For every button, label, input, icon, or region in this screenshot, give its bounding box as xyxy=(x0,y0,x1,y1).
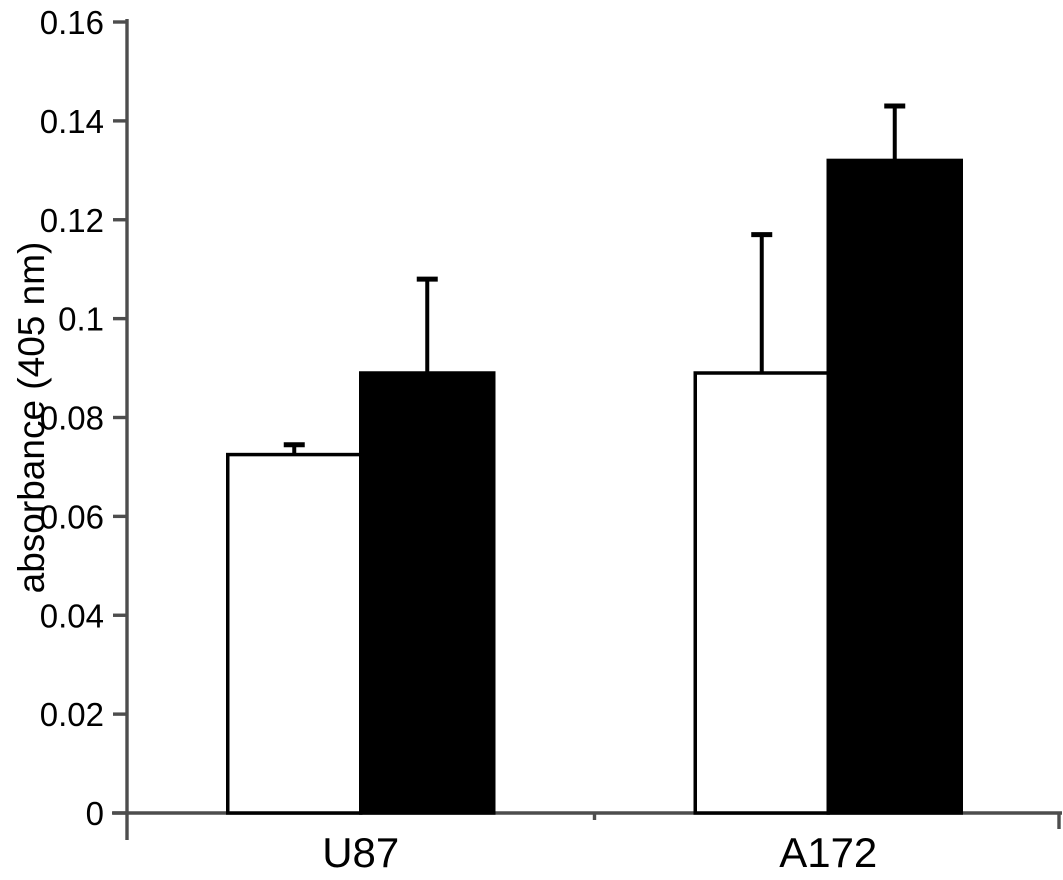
bar-u87-filled xyxy=(359,371,496,815)
bar-a172-filled xyxy=(826,158,963,815)
y-tick-label: 0 xyxy=(86,795,104,832)
y-tick-label: 0.16 xyxy=(40,4,104,41)
y-tick-label: 0.06 xyxy=(40,498,104,535)
y-tick-label: 0.12 xyxy=(40,202,104,239)
category-label-u87: U87 xyxy=(322,829,399,876)
y-tick-label: 0.02 xyxy=(40,696,104,733)
y-tick-label: 0.08 xyxy=(40,400,104,437)
bar-u87-open xyxy=(226,452,363,815)
y-tick-label: 0.14 xyxy=(40,103,104,140)
y-tick-label: 0.04 xyxy=(40,597,104,634)
bar-a172-open xyxy=(693,371,830,815)
y-axis-title: absorbance (405 nm) xyxy=(11,242,52,594)
y-tick-label: 0.1 xyxy=(58,301,104,338)
category-label-a172: A172 xyxy=(779,829,877,876)
